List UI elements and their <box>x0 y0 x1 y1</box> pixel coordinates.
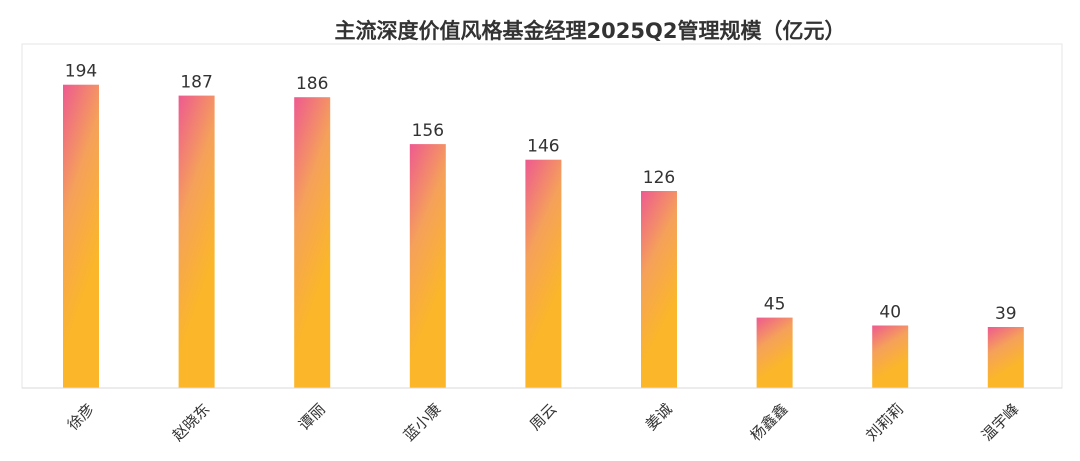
category-label: 谭丽 <box>295 400 329 434</box>
bar <box>872 325 909 388</box>
bar <box>987 327 1024 388</box>
bar-value-label: 187 <box>180 73 212 93</box>
chart-title: 主流深度价值风格基金经理2025Q2管理规模（亿元） <box>335 19 846 43</box>
category-label: 刘莉莉 <box>862 400 907 445</box>
category-label: 温宇峰 <box>978 400 1023 445</box>
bar <box>294 97 331 388</box>
category-label: 杨鑫鑫 <box>747 400 792 445</box>
category-label: 蓝小康 <box>400 400 445 445</box>
category-label: 赵晓东 <box>169 400 214 445</box>
bars-group <box>63 84 1024 388</box>
bar <box>63 84 99 388</box>
category-labels-group: 徐彦 赵晓东 谭丽 蓝小康 周云 姜诚 杨鑫鑫 刘莉莉 温宇峰 <box>64 400 1023 445</box>
bar-value-label: 156 <box>412 121 444 141</box>
bar-value-label: 39 <box>995 304 1017 324</box>
bar <box>409 144 446 388</box>
bar <box>178 95 215 388</box>
category-label: 徐彦 <box>64 400 98 434</box>
bar-value-label: 194 <box>65 62 97 82</box>
bar-value-label: 186 <box>296 74 328 94</box>
bar-value-label: 40 <box>879 303 901 323</box>
category-label: 姜诚 <box>642 400 676 434</box>
category-label: 周云 <box>526 400 560 434</box>
bar <box>525 159 562 388</box>
bar-value-label: 126 <box>643 168 675 188</box>
bar <box>641 191 677 388</box>
bar-value-label: 146 <box>527 137 559 157</box>
value-labels-group: 194 187 186 156 146 126 45 40 39 <box>65 62 1017 324</box>
bar-value-label: 45 <box>764 295 786 315</box>
bar <box>756 317 793 388</box>
